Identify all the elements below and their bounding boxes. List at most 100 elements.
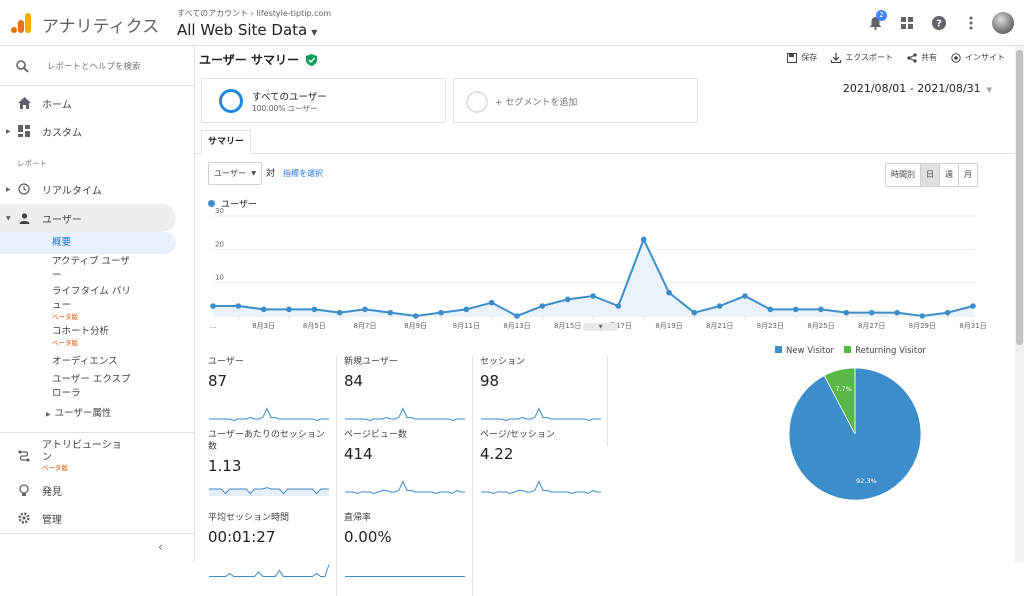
notifications-button[interactable]: 2 — [864, 10, 887, 34]
sidebar-search[interactable]: レポートとヘルプを検索 — [0, 46, 195, 86]
app-title: アナリティクス — [42, 17, 160, 37]
data-point[interactable] — [590, 293, 596, 299]
sidebar-subitem-attributes[interactable]: ▶ ユーザー属性 — [46, 407, 111, 422]
data-point[interactable] — [666, 289, 672, 296]
metric-tile[interactable]: ユーザーあたりのセッション数 1.13 — [208, 429, 337, 509]
data-point[interactable] — [818, 306, 824, 313]
data-point[interactable] — [767, 306, 774, 313]
add-segment-button[interactable]: + セグメントを追加 — [453, 78, 698, 123]
save-button[interactable]: 保存 — [787, 52, 817, 63]
sidebar-subitem-cohort[interactable]: コホート分析 ベータ版 — [52, 325, 109, 347]
scrollbar-thumb[interactable] — [1016, 50, 1023, 345]
metric-tile[interactable]: 直帰率 0.00% — [344, 512, 473, 592]
metric-tile[interactable]: セッション 98 — [480, 356, 609, 436]
date-range-picker[interactable]: 2021/08/01 - 2021/08/31 ▼ — [843, 82, 992, 95]
data-point[interactable] — [919, 313, 926, 319]
segment-ring-icon — [219, 89, 243, 113]
export-button[interactable]: エクスポート — [831, 52, 893, 63]
sidebar-subitem-active-users[interactable]: アクティブ ユーザ ー — [52, 256, 130, 281]
data-point[interactable] — [894, 309, 900, 316]
x-tick-label: 8月25日 — [807, 322, 834, 330]
granularity-day[interactable]: 日 — [921, 164, 940, 186]
sidebar-item-admin[interactable]: 管理 — [0, 504, 180, 532]
share-button[interactable]: 共有 — [907, 52, 937, 63]
home-icon — [17, 96, 31, 110]
help-button[interactable]: ? — [928, 12, 950, 34]
y-tick-label: 30 — [215, 207, 224, 215]
data-point[interactable] — [336, 309, 343, 316]
add-segment-label: + セグメントを追加 — [495, 98, 578, 108]
analytics-logo-icon[interactable] — [10, 12, 32, 34]
metric-value: 87 — [208, 372, 228, 390]
metric-value: 4.22 — [480, 445, 514, 463]
data-point[interactable] — [412, 313, 419, 319]
granularity-month[interactable]: 月 — [964, 170, 972, 179]
sidebar-item-user[interactable]: ▼ ユーザー — [0, 204, 176, 232]
page-scrollbar[interactable] — [1015, 46, 1024, 562]
metric-tile[interactable]: ページビュー数 414 — [344, 429, 473, 509]
data-point[interactable] — [387, 309, 394, 316]
more-button[interactable] — [960, 12, 982, 34]
avatar[interactable] — [992, 12, 1014, 34]
data-point[interactable] — [564, 296, 571, 303]
sidebar-active-highlight — [0, 232, 176, 254]
tab-summary[interactable]: サマリー — [201, 130, 251, 154]
breadcrumb[interactable]: すべてのアカウント › lifestyle-tiptip.com — [177, 9, 332, 18]
divider — [607, 356, 608, 446]
data-point[interactable] — [970, 303, 976, 309]
metric-tile[interactable]: ユーザー 87 — [208, 356, 337, 436]
data-point[interactable] — [691, 309, 698, 316]
legend-label: New Visitor — [786, 346, 835, 356]
metric-dropdown[interactable]: ユーザー ▼ — [208, 162, 262, 185]
data-point[interactable] — [488, 299, 495, 306]
collapse-sidebar-chevron-icon[interactable]: ‹ — [158, 540, 163, 554]
data-point[interactable] — [716, 303, 723, 309]
data-point[interactable] — [260, 306, 267, 313]
data-point[interactable] — [210, 303, 216, 309]
data-point[interactable] — [362, 306, 368, 313]
sidebar-item-home[interactable]: ホーム — [0, 89, 180, 117]
data-point[interactable] — [742, 293, 748, 299]
metric-tile[interactable]: 平均セッション時間 00:01:27 — [208, 512, 337, 592]
data-point[interactable] — [311, 306, 318, 313]
sidebar-subitem-lifetime-value[interactable]: ライフタイム バリ ュー ベータ版 — [52, 285, 142, 321]
data-point[interactable] — [792, 306, 799, 313]
data-point[interactable] — [463, 306, 470, 313]
insight-button[interactable]: インサイト — [951, 52, 1005, 63]
pie-legend-returning: Returning Visitor — [844, 346, 926, 356]
segment-all-users[interactable]: すべてのユーザー 100.00% ユーザー — [201, 78, 446, 123]
data-point[interactable] — [944, 309, 951, 316]
date-range-text: 2021/08/01 - 2021/08/31 — [842, 82, 981, 95]
chart-collapse-handle[interactable]: ▼ — [583, 323, 618, 331]
select-metric-link[interactable]: 指標を選択 — [283, 169, 323, 178]
apps-button[interactable] — [896, 12, 918, 34]
data-point[interactable] — [868, 309, 875, 316]
metric-tile[interactable]: 新規ユーザー 84 — [344, 356, 473, 436]
data-point[interactable] — [286, 306, 292, 313]
data-point[interactable] — [514, 313, 520, 319]
data-point[interactable] — [539, 303, 546, 309]
apps-grid-icon — [901, 17, 913, 29]
data-point[interactable] — [615, 303, 622, 309]
data-point[interactable] — [235, 303, 242, 309]
gear-icon — [17, 511, 31, 525]
data-point[interactable] — [640, 236, 647, 243]
sidebar-subitem-audience[interactable]: オーディエンス — [52, 356, 118, 367]
person-icon — [17, 211, 31, 225]
sidebar-item-custom[interactable]: ▶ カスタム — [0, 117, 180, 145]
metric-tile[interactable]: ページ/セッション 4.22 — [480, 429, 609, 509]
view-selector[interactable]: All Web Site Data ▼ — [177, 21, 317, 39]
sidebar-subitem-explorer[interactable]: ユーザー エクスプ ローラ — [52, 374, 131, 399]
sidebar-item-label: アトリビューショ ンベータ版 — [42, 440, 132, 472]
granularity-week[interactable]: 週 — [940, 164, 959, 186]
visitor-pie-chart: 92.3% 7.7% — [788, 367, 922, 501]
sidebar-item-attribution[interactable]: アトリビューショ ンベータ版 — [0, 438, 180, 474]
data-point[interactable] — [843, 309, 850, 316]
data-point[interactable] — [438, 309, 444, 316]
pie-slice[interactable] — [823, 367, 856, 435]
divider — [0, 432, 195, 433]
sidebar-subitem-overview[interactable]: 概要 — [52, 237, 72, 248]
granularity-hourly[interactable]: 時間別 — [886, 164, 921, 186]
sidebar-item-discover[interactable]: 発見 — [0, 476, 180, 504]
sidebar-item-realtime[interactable]: ▶ リアルタイム — [0, 175, 180, 203]
